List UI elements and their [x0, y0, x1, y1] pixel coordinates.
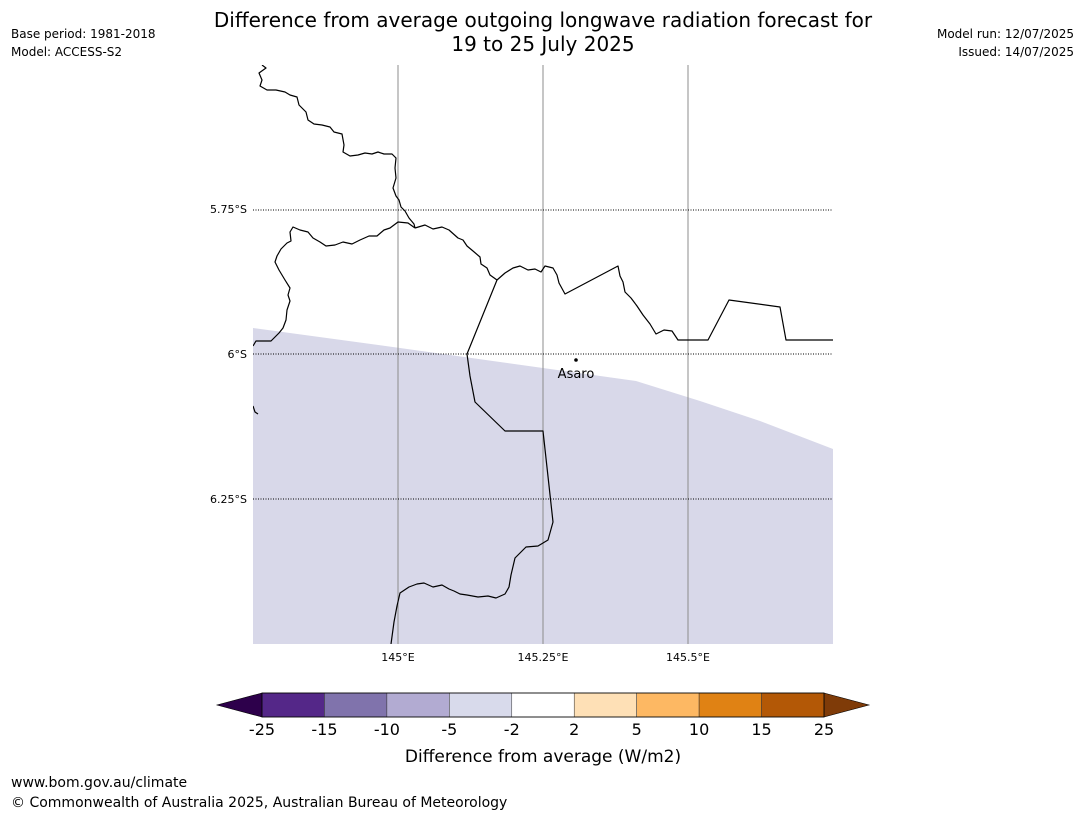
colorbar-bin [261, 692, 325, 718]
colorbar-group: -25 -15 -10 -5 -2 2 5 10 15 25 [215, 692, 871, 739]
boundary-west-fragment [253, 405, 259, 415]
boundary-divider [390, 279, 554, 644]
lat-label-6-25s: 6.25°S [210, 493, 247, 506]
map-figure: Asaro 5.75°S 6°S 6.25°S 145°E 145.25°E 1… [210, 65, 833, 664]
colorbar-over-arrow [823, 692, 871, 718]
lon-label-145-25e: 145.25°E [518, 651, 569, 664]
colorbar-bin [573, 692, 637, 718]
colorbar-tick-label: 2 [569, 720, 579, 739]
colorbar-bin [324, 692, 388, 718]
footer-url: www.bom.gov.au/climate [11, 775, 188, 791]
place-label-asaro: Asaro [558, 367, 595, 382]
colorbar-under-arrow [215, 692, 263, 718]
colorbar-bin [698, 692, 762, 718]
colorbar-frame [261, 692, 825, 718]
map-title-line2: 19 to 25 July 2025 [451, 32, 635, 56]
province-boundaries [253, 65, 833, 644]
model-run-text: Model run: 12/07/2025 [936, 27, 1074, 41]
place-marker-asaro [574, 358, 578, 362]
boundary-northwest [258, 65, 416, 229]
metadata-left: Base period: 1981-2018 Model: ACCESS-S2 [11, 25, 156, 61]
colorbar-bin [761, 692, 825, 718]
colorbar-tick-label: -10 [374, 720, 400, 739]
colorbar-bin [511, 692, 575, 718]
model-text: Model: ACCESS-S2 [11, 45, 123, 59]
map-area: Asaro [253, 65, 833, 644]
colorbar-label: Difference from average (W/m2) [405, 747, 681, 767]
lat-label-5-75s: 5.75°S [210, 203, 247, 216]
colorbar-bin [449, 692, 513, 718]
issued-text: Issued: 14/07/2025 [958, 45, 1074, 59]
lon-label-145e: 145°E [381, 651, 414, 664]
colorbar-tick-label: -2 [504, 720, 520, 739]
colorbar-tick-label: 25 [814, 720, 834, 739]
colorbar-tick-label: -25 [249, 720, 275, 739]
colorbar-tick-label: 5 [632, 720, 642, 739]
colorbar-tick-label: -5 [441, 720, 457, 739]
footer-copyright: © Commonwealth of Australia 2025, Austra… [11, 795, 508, 811]
metadata-right: Model run: 12/07/2025 Issued: 14/07/2025 [937, 25, 1074, 61]
lon-label-145-5e: 145.5°E [666, 651, 710, 664]
base-period-text: Base period: 1981-2018 [11, 27, 156, 41]
boundary-central-east [414, 224, 833, 341]
colorbar-tick-label: 15 [751, 720, 771, 739]
lat-label-6s: 6°S [228, 348, 247, 361]
map-title-line1: Difference from average outgoing longwav… [213, 8, 873, 32]
colorbar-tick-label: 10 [689, 720, 709, 739]
colorbar-bin [636, 692, 700, 718]
colorbar-tick-label: -15 [311, 720, 337, 739]
boundary-central-west [253, 221, 416, 347]
colorbar-bin [386, 692, 450, 718]
